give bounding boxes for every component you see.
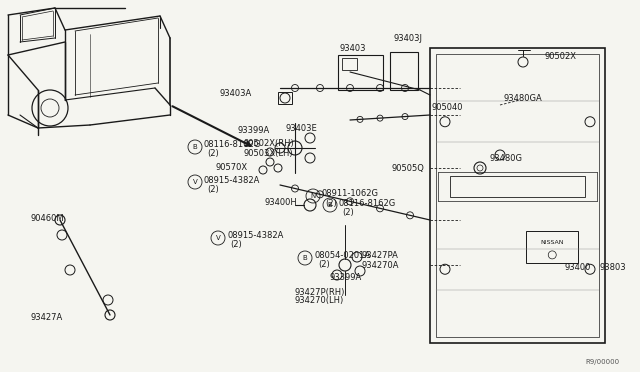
Text: 93400: 93400 [565,263,591,273]
Text: 934270A: 934270A [362,260,399,269]
Text: (2): (2) [230,240,242,248]
Bar [342,58,357,70]
Text: N: N [310,193,316,199]
Text: B: B [193,144,197,150]
Text: 08116-8162G: 08116-8162G [339,199,396,208]
Bar [390,52,418,90]
Text: 08915-4382A: 08915-4382A [227,231,284,240]
Text: B: B [303,255,307,261]
Text: 93399A: 93399A [330,273,362,282]
Text: V: V [216,235,220,241]
Text: 93480G: 93480G [490,154,523,163]
Text: 93403: 93403 [340,44,367,52]
Text: 934270(LH): 934270(LH) [295,296,344,305]
Text: 08054-0201A: 08054-0201A [315,250,371,260]
Text: 93403E: 93403E [286,124,317,132]
Bar [278,92,292,104]
Text: 93427P(RH): 93427P(RH) [295,288,346,296]
Text: (2): (2) [325,199,337,208]
Bar [450,176,585,197]
Text: (2): (2) [207,185,219,193]
Text: 90502X: 90502X [545,51,577,61]
Text: V: V [193,179,197,185]
Bar [526,231,579,263]
Text: 93400H: 93400H [265,198,298,206]
Text: 90570X: 90570X [215,163,247,171]
Text: 93427PA: 93427PA [362,250,399,260]
Text: 905040: 905040 [432,103,463,112]
Text: 93427A: 93427A [30,314,62,323]
Text: 08116-8162G: 08116-8162G [204,140,261,148]
Bar [430,48,605,343]
Text: (2): (2) [207,148,219,157]
Text: 08911-1062G: 08911-1062G [322,189,379,198]
Text: R9/00000: R9/00000 [586,359,620,365]
Bar [436,54,599,337]
Text: 08915-4382A: 08915-4382A [204,176,260,185]
Text: NISSAN: NISSAN [541,240,564,246]
Text: 93803: 93803 [600,263,627,273]
Bar [338,55,383,90]
Text: (2): (2) [342,208,354,217]
Text: 90460M: 90460M [30,214,63,222]
Text: (2): (2) [318,260,330,269]
Text: 93403A: 93403A [220,89,252,97]
Text: 93399A: 93399A [238,125,270,135]
Text: 93480GA: 93480GA [504,93,543,103]
Text: B: B [328,202,332,208]
Text: 90503X(LH): 90503X(LH) [243,148,292,157]
Text: 90502X(RH): 90502X(RH) [243,138,294,148]
Text: 90505Q: 90505Q [392,164,425,173]
Text: 93403J: 93403J [394,33,423,42]
